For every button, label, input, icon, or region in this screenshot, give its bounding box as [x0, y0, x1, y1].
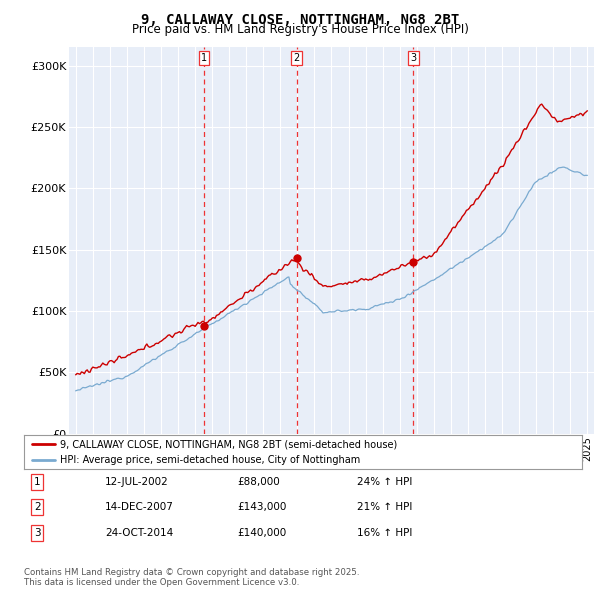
Text: 1: 1 — [201, 53, 207, 63]
Text: 12-JUL-2002: 12-JUL-2002 — [105, 477, 169, 487]
Text: 9, CALLAWAY CLOSE, NOTTINGHAM, NG8 2BT: 9, CALLAWAY CLOSE, NOTTINGHAM, NG8 2BT — [141, 13, 459, 27]
Text: 24-OCT-2014: 24-OCT-2014 — [105, 528, 173, 537]
Text: 3: 3 — [34, 528, 41, 537]
Text: £143,000: £143,000 — [237, 503, 286, 512]
Text: £140,000: £140,000 — [237, 528, 286, 537]
Text: £88,000: £88,000 — [237, 477, 280, 487]
Text: 24% ↑ HPI: 24% ↑ HPI — [357, 477, 412, 487]
Text: 3: 3 — [410, 53, 416, 63]
Text: 16% ↑ HPI: 16% ↑ HPI — [357, 528, 412, 537]
Text: Price paid vs. HM Land Registry's House Price Index (HPI): Price paid vs. HM Land Registry's House … — [131, 23, 469, 36]
Text: 1: 1 — [34, 477, 41, 487]
Text: 2: 2 — [34, 503, 41, 512]
Text: 2: 2 — [293, 53, 300, 63]
Text: 9, CALLAWAY CLOSE, NOTTINGHAM, NG8 2BT (semi-detached house): 9, CALLAWAY CLOSE, NOTTINGHAM, NG8 2BT (… — [60, 439, 398, 449]
Text: HPI: Average price, semi-detached house, City of Nottingham: HPI: Average price, semi-detached house,… — [60, 455, 361, 465]
Text: 14-DEC-2007: 14-DEC-2007 — [105, 503, 174, 512]
Text: Contains HM Land Registry data © Crown copyright and database right 2025.
This d: Contains HM Land Registry data © Crown c… — [24, 568, 359, 587]
Text: 21% ↑ HPI: 21% ↑ HPI — [357, 503, 412, 512]
